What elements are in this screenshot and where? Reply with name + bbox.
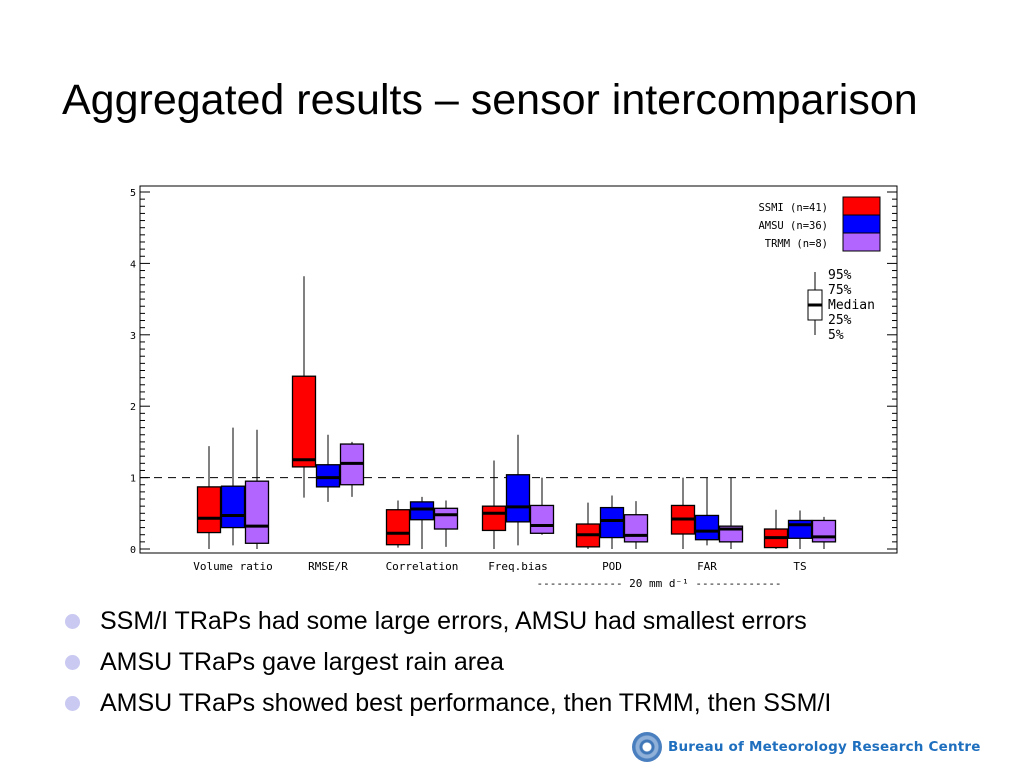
bullet-text: AMSU TRaPs showed best performance, then…: [100, 689, 832, 717]
bullet-icon: [65, 655, 80, 670]
logo-text: Bureau of Meteorology Research Centre: [668, 739, 981, 755]
x-tick-label: Volume ratio: [193, 560, 272, 573]
bullet-item: SSM/I TRaPs had some large errors, AMSU …: [62, 603, 831, 644]
box-trmm: [433, 507, 459, 530]
x-tick-label: TS: [793, 560, 806, 573]
box-amsu: [599, 506, 625, 539]
box-legend-label: 95%: [828, 268, 852, 283]
box-amsu: [409, 501, 435, 521]
y-tick-label: 0: [130, 545, 136, 556]
y-tick-label: 5: [130, 188, 136, 199]
box-amsu: [787, 519, 813, 539]
bullet-text: AMSU TRaPs gave largest rain area: [100, 648, 504, 676]
legend-swatch: [842, 196, 881, 216]
x-tick-label: RMSE/R: [308, 560, 348, 573]
x-tick-label: Correlation: [386, 560, 459, 573]
y-tick-label: 3: [130, 331, 136, 342]
box-amsu: [505, 474, 531, 523]
bullet-item: AMSU TRaPs showed best performance, then…: [62, 685, 831, 726]
box-legend-label: 25%: [828, 313, 852, 328]
box-ssmi: [385, 509, 411, 546]
box-legend-label: 5%: [828, 328, 844, 343]
legend-label: TRMM (n=8): [765, 238, 828, 250]
bullet-item: AMSU TRaPs gave largest rain area: [62, 644, 831, 685]
legend-swatch: [842, 214, 881, 234]
box-trmm: [244, 480, 270, 544]
legend-label: AMSU (n=36): [758, 220, 828, 232]
box-trmm: [623, 514, 649, 543]
bullet-icon: [65, 696, 80, 711]
y-tick-label: 1: [130, 474, 136, 485]
y-tick-label: 2: [130, 402, 136, 413]
box-legend-label: 75%: [828, 283, 852, 298]
box-ssmi: [196, 486, 222, 534]
y-tick-label: 4: [130, 259, 136, 270]
bullet-icon: [65, 614, 80, 629]
box-amsu: [315, 464, 341, 488]
bullet-list: SSM/I TRaPs had some large errors, AMSU …: [62, 603, 831, 726]
legend-label: SSMI (n=41): [758, 202, 828, 214]
box-legend-label: Median: [828, 298, 875, 313]
box-trmm: [529, 504, 555, 534]
plot-frame: [139, 185, 898, 554]
box-trmm: [811, 519, 837, 543]
bullet-text: SSM/I TRaPs had some large errors, AMSU …: [100, 607, 807, 635]
box-ssmi: [481, 505, 507, 532]
bmrc-logo-icon: [632, 732, 662, 762]
bmrc-logo: Bureau of Meteorology Research Centre: [632, 732, 981, 762]
box-amsu: [220, 485, 246, 529]
box-ssmi: [291, 375, 317, 468]
x-tick-label: Freq.bias: [488, 560, 548, 573]
group-label: ------------- 20 mm d⁻¹ -------------: [536, 577, 781, 590]
slide-title: Aggregated results – sensor intercompari…: [62, 76, 918, 124]
x-tick-label: POD: [602, 560, 622, 573]
x-tick-label: FAR: [697, 560, 717, 573]
legend-swatch: [842, 232, 881, 252]
box-amsu: [694, 514, 720, 541]
